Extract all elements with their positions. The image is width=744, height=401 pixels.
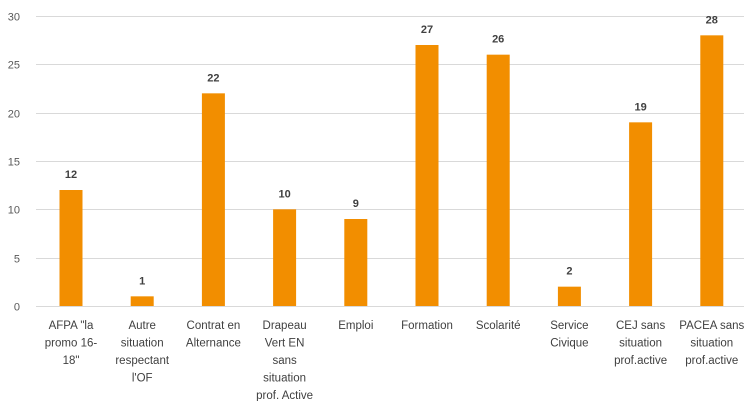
bar	[130, 296, 154, 306]
x-tick-label: Emploi	[338, 320, 373, 332]
y-tick-label: 10	[8, 205, 20, 217]
x-tick-label: Scolarité	[476, 320, 521, 332]
y-tick-label: 20	[8, 109, 20, 121]
bar	[557, 286, 581, 306]
x-tick-label: PACEA sans situation prof.active	[679, 320, 744, 367]
x-tick-label: Formation	[401, 320, 453, 332]
y-axis: 0 5 10 15 20 25 30	[8, 12, 20, 314]
x-tick-label: Service Civique	[550, 320, 588, 350]
data-label: 10	[278, 188, 290, 200]
x-axis: AFPA "la promo 16-18" Autre situation respec…	[45, 320, 744, 401]
data-label: 2	[566, 266, 572, 278]
x-tick-label: AFPA "la promo 16-18"	[45, 320, 98, 367]
bar	[629, 122, 653, 306]
data-label: 26	[492, 34, 504, 46]
bars	[59, 35, 724, 306]
x-tick-label: Contrat en Alternance	[186, 320, 241, 350]
gridlines	[36, 16, 744, 307]
bar	[59, 190, 83, 306]
bar	[344, 219, 368, 306]
x-tick-label: Autre situation respectant l'OF	[115, 320, 170, 385]
y-tick-label: 25	[8, 60, 20, 72]
y-tick-label: 30	[8, 12, 20, 24]
bar	[201, 93, 225, 306]
bar	[415, 45, 439, 306]
data-label: 28	[706, 14, 718, 26]
data-label: 27	[421, 24, 433, 36]
bar	[273, 209, 297, 306]
y-tick-label: 15	[8, 157, 20, 169]
y-tick-label: 0	[14, 302, 20, 314]
data-label: 9	[353, 198, 359, 210]
x-tick-label: CEJ sans situation prof.active	[614, 320, 667, 367]
bar	[486, 54, 510, 306]
data-labels: 12 1 22 10 9 27 26 2 19 28	[65, 14, 718, 287]
data-label: 19	[634, 101, 646, 113]
x-tick-label: Drapeau Vert EN sans situation prof. Active	[256, 320, 313, 401]
y-tick-label: 5	[14, 254, 20, 266]
data-label: 12	[65, 169, 77, 181]
bar	[700, 35, 724, 306]
data-label: 1	[139, 275, 145, 287]
data-label: 22	[207, 72, 219, 84]
